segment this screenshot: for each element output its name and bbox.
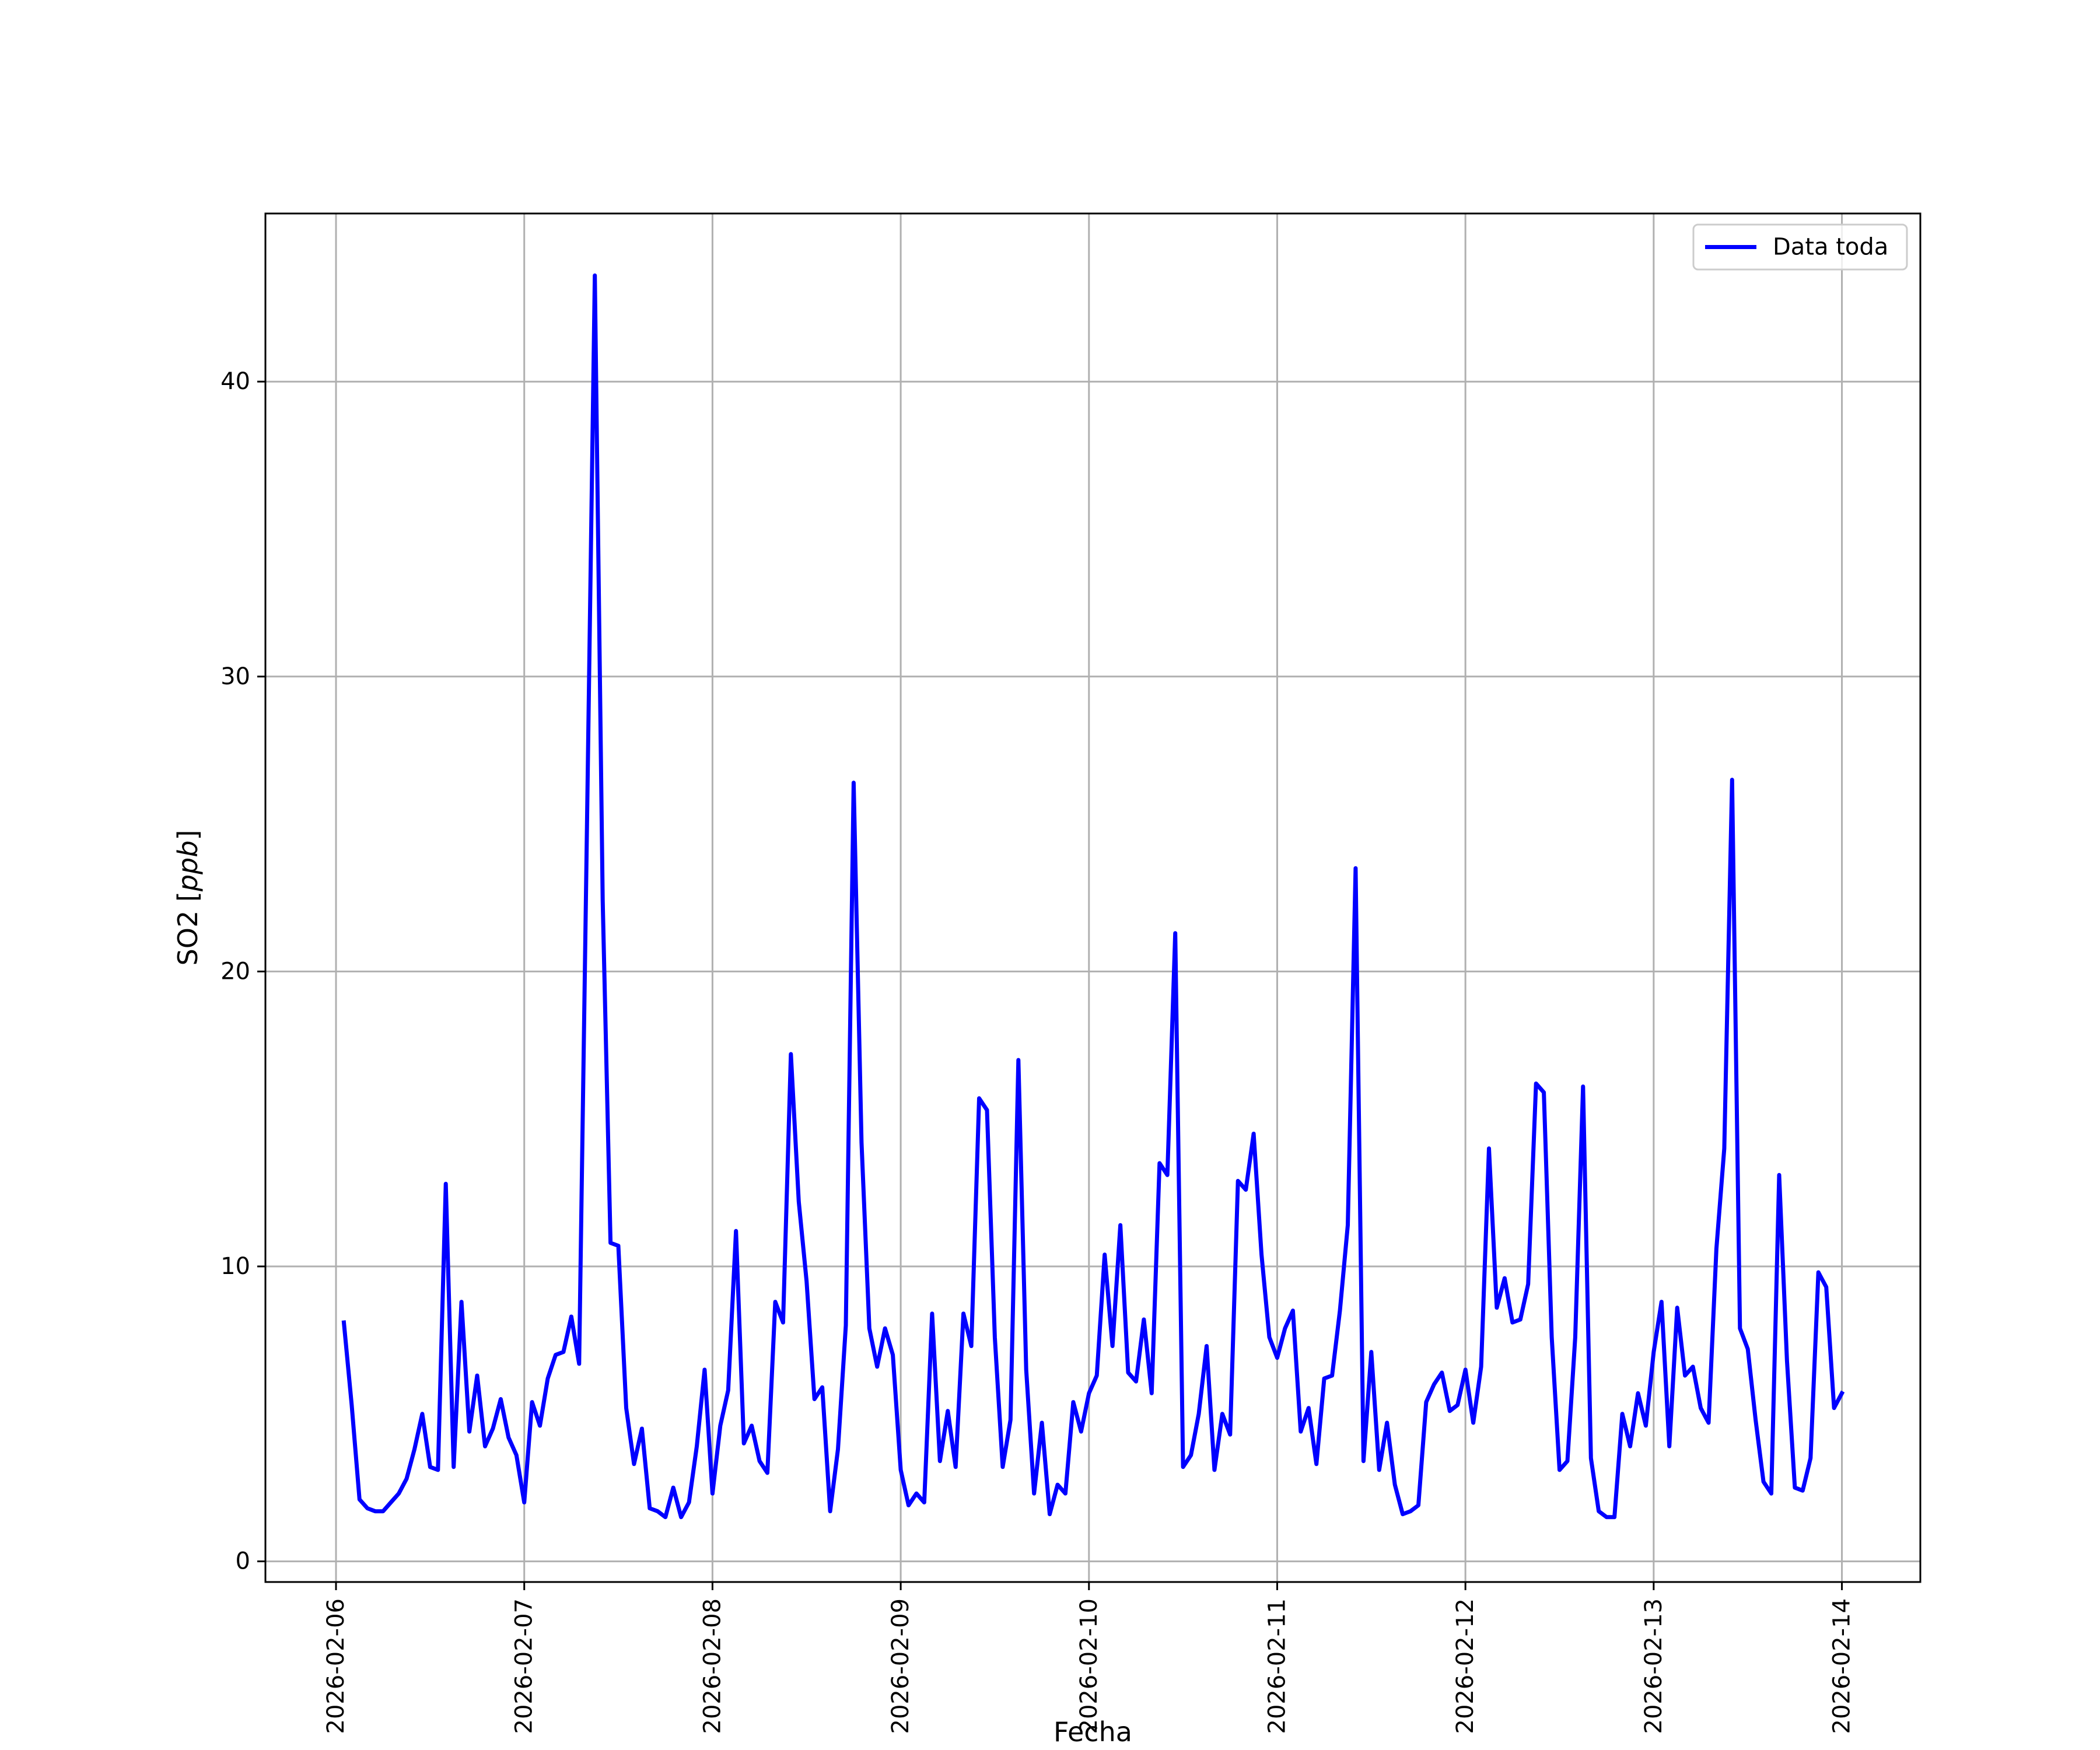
- data-point: [908, 1505, 909, 1506]
- data-point: [1559, 1469, 1560, 1470]
- data-point: [861, 1142, 862, 1143]
- data-point: [461, 1301, 462, 1302]
- data-point: [359, 1499, 360, 1500]
- data-point: [1661, 1301, 1662, 1302]
- data-point: [453, 1466, 454, 1467]
- data-point: [1269, 1337, 1270, 1338]
- y-axis-title: SO2 [ppb]: [172, 830, 204, 966]
- data-point: [987, 1110, 988, 1111]
- data-point: [508, 1437, 509, 1438]
- data-point: [1104, 1254, 1105, 1255]
- data-point: [1120, 1225, 1121, 1226]
- grid: [265, 214, 1920, 1582]
- data-point: [1002, 1466, 1003, 1467]
- x-tick-label: 2026-02-11: [1264, 1598, 1290, 1734]
- data-point: [1818, 1272, 1819, 1273]
- data-point: [1010, 1419, 1011, 1420]
- data-point: [712, 1493, 713, 1494]
- data-point: [1088, 1393, 1089, 1394]
- data-point: [1159, 1163, 1160, 1164]
- data-point: [1379, 1469, 1380, 1470]
- data-point: [1512, 1322, 1513, 1323]
- data-point: [1622, 1413, 1623, 1414]
- x-tick-label: 2026-02-07: [511, 1598, 538, 1734]
- data-point: [555, 1354, 556, 1355]
- data-point: [1669, 1446, 1670, 1447]
- y-tick-label: 0: [236, 1548, 250, 1575]
- data-point: [1222, 1413, 1223, 1414]
- data-point: [398, 1493, 399, 1494]
- data-point: [924, 1502, 925, 1503]
- x-tick-label: 2026-02-13: [1640, 1598, 1667, 1734]
- data-point: [1496, 1307, 1497, 1308]
- x-tick-label: 2026-02-08: [699, 1598, 726, 1734]
- data-point: [618, 1245, 619, 1246]
- x-tick-label: 2026-02-09: [887, 1598, 914, 1734]
- data-point: [1638, 1393, 1639, 1394]
- data-point: [1771, 1493, 1772, 1494]
- series-line-data-toda: [341, 273, 1845, 1520]
- data-point: [1481, 1366, 1482, 1367]
- data-point: [594, 275, 595, 276]
- data-point: [1183, 1466, 1184, 1467]
- legend-label: Data toda: [1773, 234, 1888, 261]
- y-tick-label: 20: [220, 958, 250, 985]
- data-point: [728, 1390, 729, 1391]
- data-point: [1277, 1357, 1278, 1358]
- plot-frame: [264, 212, 1922, 1583]
- y-axis-title-unit: ppb: [172, 841, 204, 892]
- data-point: [790, 1054, 791, 1055]
- data-point: [947, 1410, 948, 1411]
- legend-box: [1692, 223, 1908, 271]
- x-tick-label: 2026-02-06: [323, 1598, 349, 1734]
- x-tick-label: 2026-02-12: [1452, 1598, 1479, 1734]
- data-point: [963, 1313, 964, 1314]
- data-point: [414, 1449, 415, 1450]
- data-point: [775, 1301, 776, 1302]
- data-point: [1504, 1278, 1505, 1279]
- y-tick-label: 30: [220, 663, 250, 690]
- data-point: [806, 1281, 807, 1282]
- data-point: [1261, 1254, 1262, 1255]
- data-point: [853, 782, 854, 783]
- plot-series: [341, 273, 1845, 1520]
- data-point: [1324, 1378, 1325, 1379]
- data-point: [767, 1472, 768, 1473]
- data-point: [1355, 868, 1356, 869]
- y-tick-label: 10: [220, 1253, 250, 1280]
- x-tick-label: 2026-02-14: [1829, 1598, 1856, 1734]
- data-point: [1677, 1307, 1678, 1308]
- y-axis-title-name: SO2: [172, 911, 204, 966]
- data-point: [1418, 1505, 1419, 1506]
- x-tick-label: 2026-02-10: [1076, 1598, 1102, 1734]
- data-point: [689, 1502, 690, 1503]
- data-point: [1284, 1328, 1285, 1329]
- data-point: [869, 1328, 870, 1329]
- data-point: [892, 1354, 893, 1355]
- data-point: [1716, 1248, 1717, 1249]
- y-tick-label: 40: [220, 368, 250, 395]
- data-point: [610, 1242, 611, 1243]
- data-point: [885, 1328, 886, 1329]
- x-axis: 2026-02-06 2026-02-07 2026-02-08 2026-02-09…: [323, 1582, 1856, 1734]
- y-axis: 0 10 20 30 40: [220, 368, 265, 1575]
- data-point: [1245, 1189, 1246, 1190]
- data-point: [916, 1493, 917, 1494]
- data-point: [1755, 1419, 1756, 1420]
- data-point: [696, 1446, 697, 1447]
- data-point: [1065, 1493, 1066, 1494]
- data-point: [1575, 1337, 1576, 1338]
- x-axis-title: Fecha: [1054, 1716, 1132, 1748]
- legend: Data toda: [1692, 223, 1908, 271]
